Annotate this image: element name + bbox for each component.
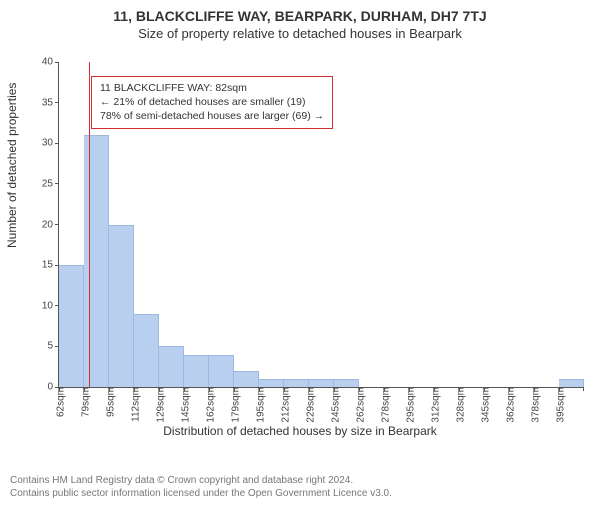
footer-attribution: Contains HM Land Registry data © Crown c… <box>10 474 590 500</box>
histogram-bar <box>59 265 84 387</box>
histogram-bar <box>559 379 584 387</box>
y-tick-label: 35 <box>42 97 59 108</box>
histogram-bar <box>309 379 334 387</box>
x-tick-label: 262sqm <box>352 387 367 423</box>
x-tick-label: 328sqm <box>452 387 467 423</box>
x-tick-label: 195sqm <box>252 387 267 423</box>
x-tick-label: 295sqm <box>402 387 417 423</box>
histogram-bar <box>109 225 134 388</box>
histogram-bar <box>259 379 284 387</box>
x-tick-label: 162sqm <box>202 387 217 423</box>
x-tick-label: 312sqm <box>427 387 442 423</box>
x-tick-label: 278sqm <box>377 387 392 423</box>
plot-area: 11 BLACKCLIFFE WAY: 82sqm← 21% of detach… <box>58 62 584 388</box>
x-tick-label: 395sqm <box>552 387 567 423</box>
histogram-bar <box>134 314 159 387</box>
annotation-line: 78% of semi-detached houses are larger (… <box>100 109 324 123</box>
x-tick-label: 129sqm <box>152 387 167 423</box>
histogram-bar <box>284 379 309 387</box>
histogram-bar <box>234 371 259 387</box>
y-tick-label: 5 <box>47 341 59 352</box>
chart-subtitle: Size of property relative to detached ho… <box>0 26 600 41</box>
x-tick-label: 145sqm <box>177 387 192 423</box>
y-axis-label: Number of detached properties <box>5 83 19 248</box>
x-tick-label: 378sqm <box>527 387 542 423</box>
y-tick-label: 15 <box>42 260 59 271</box>
y-tick-label: 30 <box>42 138 59 149</box>
histogram-bar <box>184 355 209 388</box>
x-tick-label: 112sqm <box>127 387 142 422</box>
chart-title: 11, BLACKCLIFFE WAY, BEARPARK, DURHAM, D… <box>0 8 600 24</box>
y-tick-label: 25 <box>42 178 59 189</box>
x-tick-label: 245sqm <box>327 387 342 423</box>
y-tick-label: 40 <box>42 57 59 68</box>
histogram-bar <box>334 379 359 387</box>
x-tick-label: 212sqm <box>277 387 292 423</box>
property-marker-line <box>89 62 90 387</box>
x-tick-label: 62sqm <box>52 387 67 417</box>
y-tick-label: 20 <box>42 219 59 230</box>
chart-container: Number of detached properties 11 BLACKCL… <box>0 52 600 444</box>
annotation-box: 11 BLACKCLIFFE WAY: 82sqm← 21% of detach… <box>91 76 333 129</box>
x-tick-label: 179sqm <box>227 387 242 423</box>
x-tick-label: 229sqm <box>302 387 317 423</box>
x-axis-label: Distribution of detached houses by size … <box>0 424 600 438</box>
footer-line-1: Contains HM Land Registry data © Crown c… <box>10 474 590 487</box>
annotation-line: ← 21% of detached houses are smaller (19… <box>100 95 324 109</box>
y-tick-label: 10 <box>42 300 59 311</box>
histogram-bar <box>209 355 234 388</box>
x-tick-label: 345sqm <box>477 387 492 423</box>
annotation-line: 11 BLACKCLIFFE WAY: 82sqm <box>100 81 324 95</box>
x-tick-label: 79sqm <box>77 387 92 417</box>
x-tick-label: 95sqm <box>102 387 117 417</box>
footer-line-2: Contains public sector information licen… <box>10 487 590 500</box>
histogram-bar <box>159 346 184 387</box>
x-tick-label: 362sqm <box>502 387 517 423</box>
